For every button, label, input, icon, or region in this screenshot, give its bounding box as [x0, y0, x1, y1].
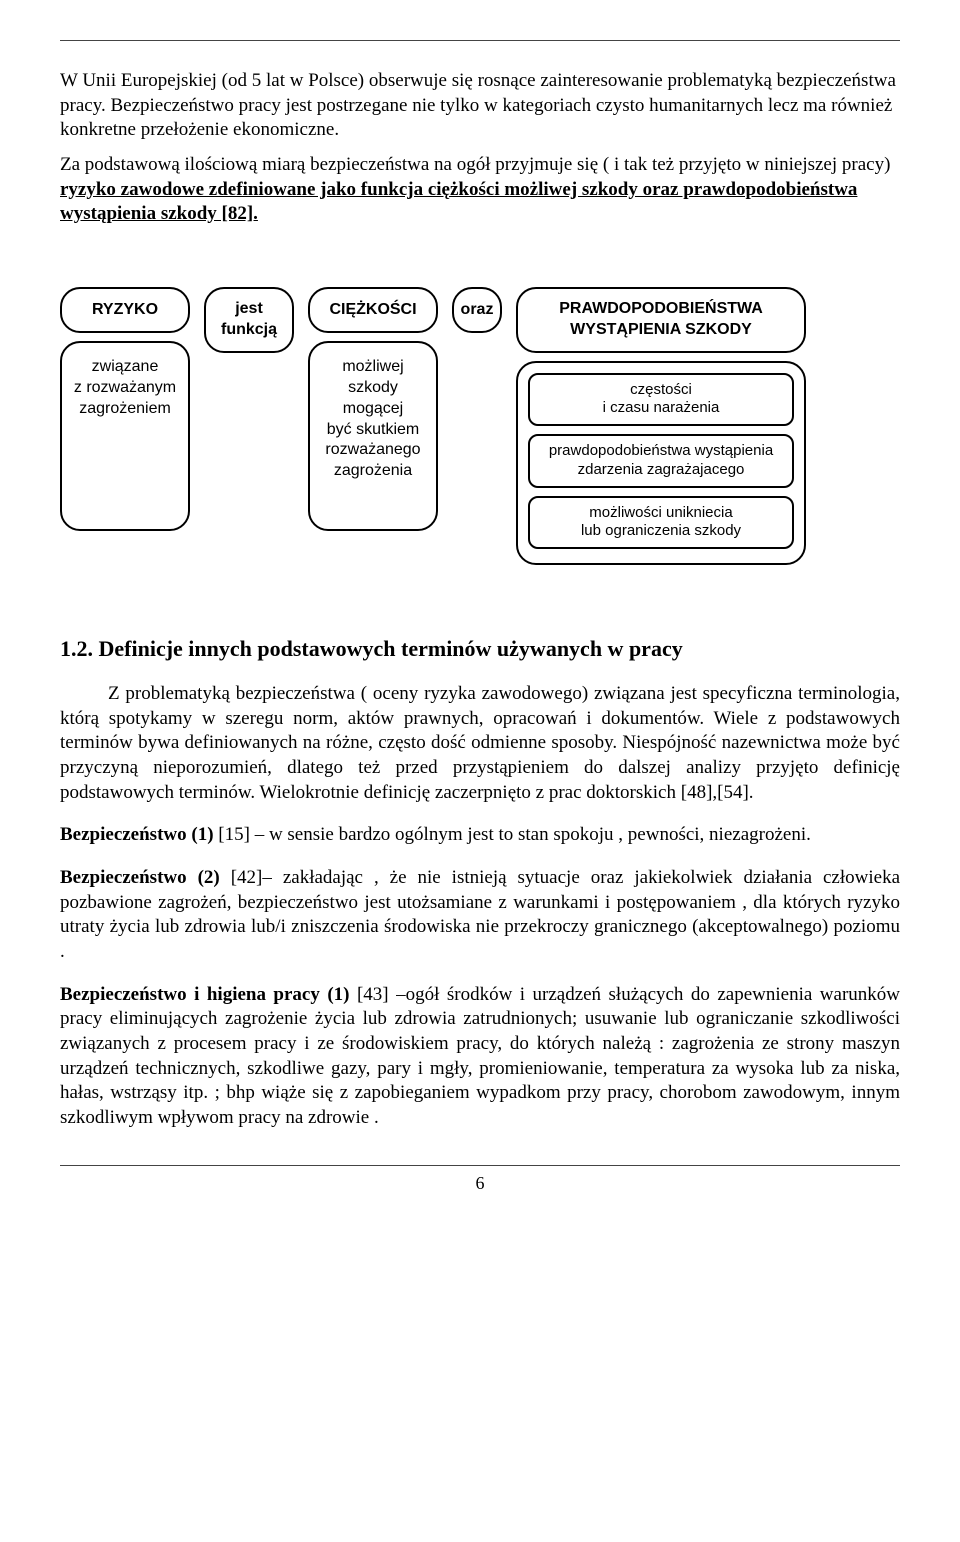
diag-col-ciezkosci: CIĘŻKOŚCI możliwej szkody mogącej być sk… [308, 287, 438, 531]
diag-inner-2: prawdopodobieństwa wystąpienia zdarzenia… [528, 434, 794, 488]
def-1-ref-text: [15] [218, 824, 250, 845]
page-number: 6 [60, 1172, 900, 1195]
diag-body-ciezkosci: możliwej szkody mogącej być skutkiem roz… [308, 341, 438, 531]
definition-2: Bezpieczeństwo (2) [42]– zakładając , że… [60, 866, 900, 965]
diag-col-ryzyko: RYZYKO związane z rozważanym zagrożeniem [60, 287, 190, 531]
diag-connector-oraz: oraz [452, 287, 502, 333]
intro-p2: Za podstawową ilościową miarą bezpieczeń… [60, 153, 900, 227]
definition-3: Bezpieczeństwo i higiena pracy (1) [43] … [60, 983, 900, 1131]
diag-col-oraz: oraz [452, 287, 502, 333]
def-3-body: –ogół środków i urządzeń służących do za… [60, 984, 900, 1128]
diag-connector-jest-funkcja: jest funkcją [204, 287, 294, 353]
def-2-ref-text: [42] [231, 867, 263, 888]
def-2-term: Bezpieczeństwo (2) [60, 867, 220, 888]
diag-header-prawdopodobienstwa: PRAWDOPODOBIEŃSTWA WYSTĄPIENIA SZKODY [516, 287, 806, 353]
def-1-term: Bezpieczeństwo (1) [60, 824, 214, 845]
section-intro-para: Z problematyką bezpieczeństwa ( oceny ry… [60, 682, 900, 805]
def-3-ref-text: [43] [357, 984, 389, 1005]
diag-body-ciezkosci-text: możliwej szkody mogącej być skutkiem roz… [325, 357, 420, 482]
definition-1: Bezpieczeństwo (1) [15] – w sensie bardz… [60, 823, 900, 848]
diag-body-ryzyko-text: związane z rozważanym zagrożeniem [74, 357, 176, 419]
diag-body-ryzyko: związane z rozważanym zagrożeniem [60, 341, 190, 531]
intro-p2-b: ryzyko zawodowe zdefiniowane jako funkcj… [60, 179, 857, 225]
diag-inner-3-text: możliwości unikniecia lub ograniczenia s… [581, 504, 741, 540]
diag-inner-1: częstości i czasu narażenia [528, 373, 794, 427]
bottom-rule [60, 1165, 900, 1166]
diag-body-prawdopodobienstwa: częstości i czasu narażenia prawdopodobi… [516, 361, 806, 566]
risk-diagram: RYZYKO związane z rozważanym zagrożeniem… [60, 287, 900, 565]
diag-header-ryzyko: RYZYKO [60, 287, 190, 333]
top-rule [60, 40, 900, 41]
intro-p1: W Unii Europejskiej (od 5 lat w Polsce) … [60, 69, 900, 143]
def-1-body: – w sensie bardzo ogólnym jest to stan s… [250, 824, 811, 845]
diag-connector-jest-funkcja-text: jest funkcją [221, 299, 277, 341]
diag-header-ciezkosci: CIĘŻKOŚCI [308, 287, 438, 333]
diag-inner-3: możliwości unikniecia lub ograniczenia s… [528, 496, 794, 550]
diag-header-prawdopodobienstwa-text: PRAWDOPODOBIEŃSTWA WYSTĄPIENIA SZKODY [559, 299, 763, 341]
diag-inner-1-text: częstości i czasu narażenia [603, 381, 720, 417]
intro-p2-a: Za podstawową ilościową miarą bezpieczeń… [60, 154, 890, 175]
diag-inner-2-text: prawdopodobieństwa wystąpienia zdarzenia… [549, 442, 773, 478]
diag-col-prawdopodobienstwa: PRAWDOPODOBIEŃSTWA WYSTĄPIENIA SZKODY cz… [516, 287, 806, 565]
section-heading: 1.2. Definicje innych podstawowych termi… [60, 635, 900, 664]
def-3-term: Bezpieczeństwo i higiena pracy (1) [60, 984, 350, 1005]
diag-col-jest-funkcja: jest funkcją [204, 287, 294, 353]
